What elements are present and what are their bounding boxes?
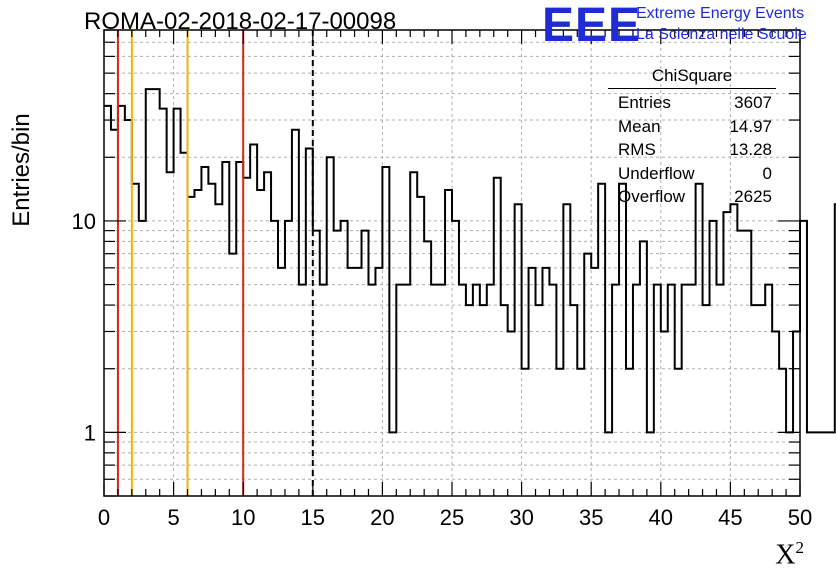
x-tick-label: 35 (579, 505, 603, 530)
stats-row: Underflow 0 (608, 162, 776, 186)
x-tick-label: 50 (788, 505, 812, 530)
stats-row: Entries 3607 (608, 91, 776, 115)
x-tick-label: 25 (440, 505, 464, 530)
x-axis-label-superscript: 2 (795, 538, 805, 557)
y-tick-label: 10 (72, 209, 96, 234)
stats-label: Entries (618, 93, 671, 112)
stats-row: Mean 14.97 (608, 115, 776, 139)
x-axis-label-text: X (775, 539, 796, 571)
logo-line-1: Extreme Energy Events (636, 5, 805, 22)
stats-value: 13.28 (729, 140, 772, 159)
y-tick-label: 1 (84, 420, 96, 445)
stats-value: 2625 (734, 187, 772, 206)
y-axis-label: Entries/bin (8, 113, 35, 227)
stats-label: Mean (618, 116, 661, 136)
x-tick-label: 5 (167, 505, 179, 530)
x-tick-label: 10 (231, 505, 255, 530)
stats-row: Overflow 2625 (608, 185, 776, 209)
x-tick-label: 45 (718, 505, 742, 530)
stats-label: Overflow (618, 187, 686, 206)
stats-value: 3607 (734, 93, 772, 112)
x-tick-label: 15 (301, 505, 325, 530)
chart-title: ROMA-02-2018-02-17-00098 (84, 8, 397, 35)
stats-row: RMS 13.28 (608, 138, 776, 162)
y-axis-label-wrap: Entries/bin (4, 110, 40, 230)
x-axis-label: X2 (775, 538, 804, 571)
reference-lines (116, 30, 314, 496)
logo-line-2: La Scienza nelle Scuole (636, 26, 807, 43)
x-axis-ticks: 0 5 10 15 20 25 30 35 40 45 50 (98, 30, 812, 530)
logo-caption: Extreme Energy Events La Scienza nelle S… (636, 3, 807, 45)
stats-value: 14.97 (729, 116, 772, 136)
stats-box: ChiSquare Entries 3607 Mean 14.97 RMS 13.28… (608, 66, 776, 209)
x-tick-label: 40 (649, 505, 673, 530)
stats-label: Underflow (618, 163, 695, 183)
x-tick-label: 20 (370, 505, 394, 530)
stats-label: RMS (618, 140, 656, 159)
x-tick-label: 30 (509, 505, 533, 530)
y-axis-ticks: 1 10 (72, 29, 800, 497)
stats-value: 0 (762, 163, 772, 183)
x-tick-label: 0 (98, 505, 110, 530)
stats-title: ChiSquare (608, 66, 776, 89)
eee-logo: EEE (542, 0, 642, 52)
